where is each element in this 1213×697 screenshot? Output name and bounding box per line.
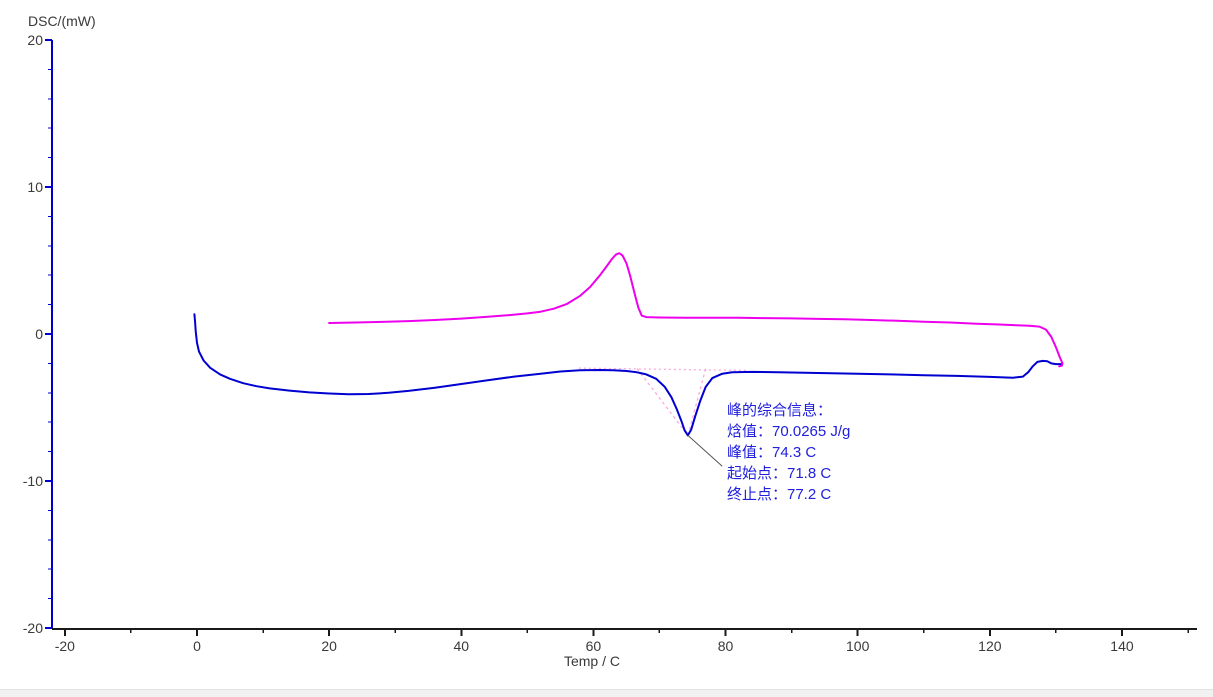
peak-tangent-0 xyxy=(636,368,689,436)
peak-baseline xyxy=(578,367,748,372)
peak-construction-lines xyxy=(578,367,748,436)
x-tick-label: 120 xyxy=(978,638,1002,654)
x-tick-label: 40 xyxy=(453,638,469,654)
x-tick-label: -20 xyxy=(55,638,75,654)
horizontal-scrollbar-track[interactable] xyxy=(0,689,1213,697)
x-tick-label: 60 xyxy=(586,638,602,654)
x-tick-label: 20 xyxy=(321,638,337,654)
dsc-heating-curve xyxy=(193,313,1063,437)
x-tick-label: 140 xyxy=(1110,638,1134,654)
annotation-title: 峰的综合信息： xyxy=(727,402,833,419)
y-tick-label: -20 xyxy=(23,620,43,636)
y-tick-label: 20 xyxy=(27,32,43,48)
annotation-endset: 终止点：77.2 C xyxy=(727,486,832,503)
x-tick-label: 80 xyxy=(718,638,734,654)
axes xyxy=(51,40,1197,630)
y-tick-label: 10 xyxy=(27,179,43,195)
axis-ticks xyxy=(45,39,1189,636)
peak-tangent-1 xyxy=(687,368,707,436)
y-tick-label: -10 xyxy=(23,473,43,489)
annotation-peak-value: 峰值：74.3 C xyxy=(727,444,817,461)
peak-leader-line xyxy=(687,435,723,467)
annotation-onset: 起始点：71.8 C xyxy=(727,465,832,482)
y-axis-title: DSC/(mW) xyxy=(28,13,96,29)
dsc-curves xyxy=(193,252,1064,437)
annotation-enthalpy: 焓值：70.0265 J/g xyxy=(727,423,851,440)
peak-annotation: 峰的综合信息： 焓值：70.0265 J/g 峰值：74.3 C 起始点：71.… xyxy=(727,400,850,505)
y-tick-label: 0 xyxy=(35,326,43,342)
dsc-cooling-curve xyxy=(328,252,1064,368)
x-axis-title: Temp / C xyxy=(564,653,620,669)
x-tick-label: 100 xyxy=(846,638,870,654)
x-tick-label: 0 xyxy=(193,638,201,654)
